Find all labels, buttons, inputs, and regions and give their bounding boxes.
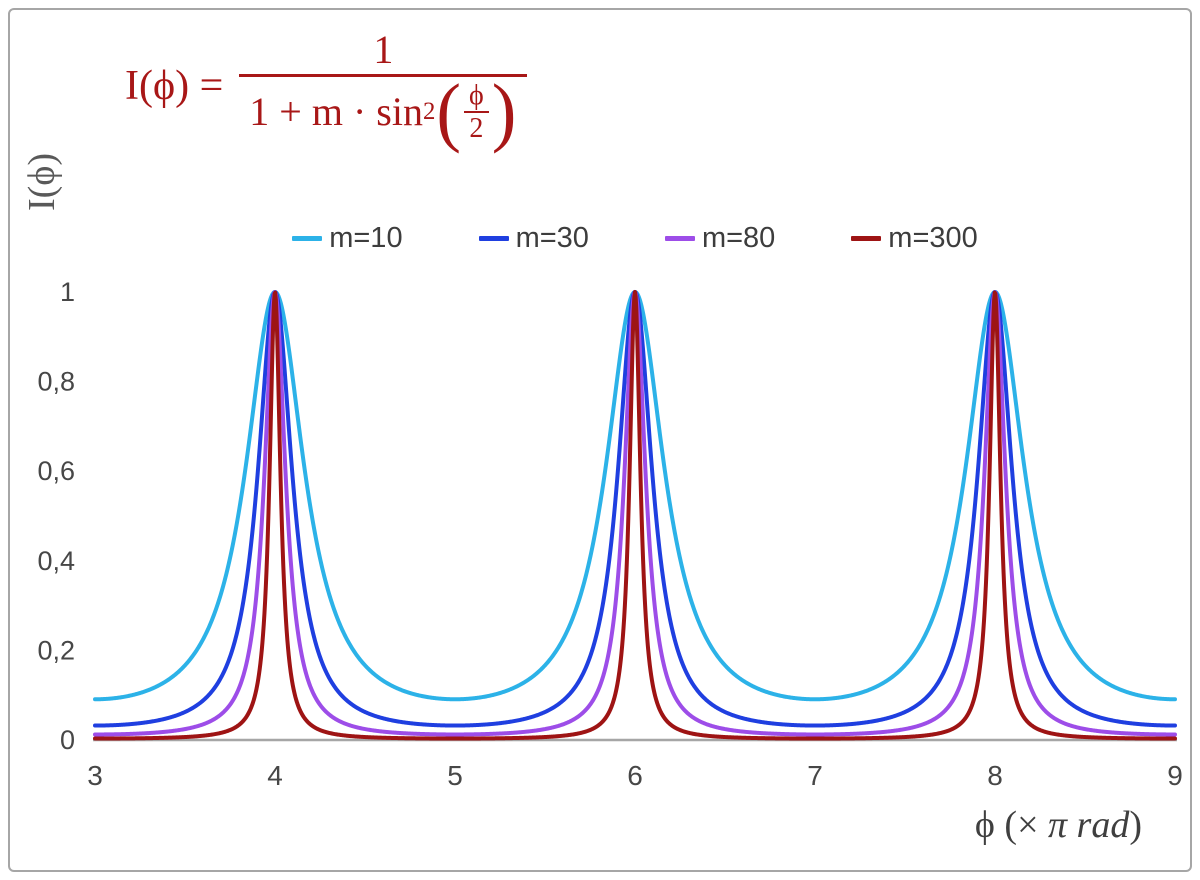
y-tick-label: 0,8 [37,367,75,397]
series-line-m=30 [93,290,1177,728]
formula-lhs: I(ϕ) = [125,62,224,109]
legend-item-m30: m=30 [478,222,589,255]
series-line-m=80 [93,290,1177,737]
x-tick-label: 3 [87,760,103,791]
legend-line-swatch-m80 [664,236,695,241]
inner-fraction-denominator: 2 [469,113,484,145]
x-axis-title-phi: ϕ (× [974,804,1049,846]
formula: I(ϕ) = 1 1 + m · sin 2 ( ϕ 2 ) [125,27,528,156]
formula-denominator-text: 1 + m · sin [249,89,423,135]
open-paren: ( [436,68,461,156]
formula-denominator: 1 + m · sin 2 ( ϕ 2 ) [239,68,528,156]
legend-line-swatch-m10 [292,236,323,241]
y-tick-label: 1 [60,277,75,307]
legend-item-m10: m=10 [292,222,403,255]
y-tick-label: 0,4 [37,546,75,576]
x-tick-label: 6 [627,760,643,791]
inner-fraction-numerator: ϕ [464,81,489,114]
legend: m=10 m=30 m=80 m=300 [95,222,1175,255]
x-axis-title-close: ) [1129,804,1142,846]
close-paren: ) [491,68,517,156]
legend-label-m300: m=300 [888,222,978,254]
y-axis-title: I(ϕ) [21,153,63,211]
x-tick-label: 8 [987,760,1003,791]
legend-item-m80: m=80 [664,222,776,255]
x-tick-label: 7 [807,760,823,791]
x-tick-label: 5 [447,760,463,791]
y-tick-label: 0 [60,725,75,755]
legend-line-swatch-m30 [478,236,509,241]
y-tick-label: 0,6 [37,456,75,486]
series-line-m=300 [93,290,1177,741]
x-tick-label: 4 [267,760,283,791]
legend-line-swatch-m300 [851,236,882,241]
legend-label-m10: m=10 [329,222,403,254]
formula-fraction: 1 1 + m · sin 2 ( ϕ 2 ) [239,27,528,156]
x-tick-label: 9 [1167,760,1183,791]
formula-inner-fraction: ϕ 2 [464,81,489,144]
x-axis-title: ϕ (× π rad) [975,803,1142,847]
y-tick-label: 0,2 [37,635,75,665]
legend-label-m80: m=80 [701,222,776,254]
legend-label-m30: m=30 [515,222,589,254]
legend-item-m300: m=300 [851,222,978,255]
x-axis-title-units: π rad [1048,804,1130,846]
formula-numerator: 1 [373,27,394,72]
